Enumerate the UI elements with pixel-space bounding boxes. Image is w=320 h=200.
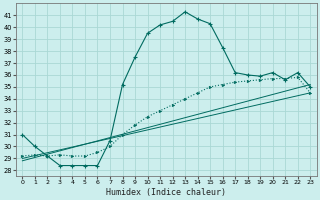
X-axis label: Humidex (Indice chaleur): Humidex (Indice chaleur): [106, 188, 226, 197]
